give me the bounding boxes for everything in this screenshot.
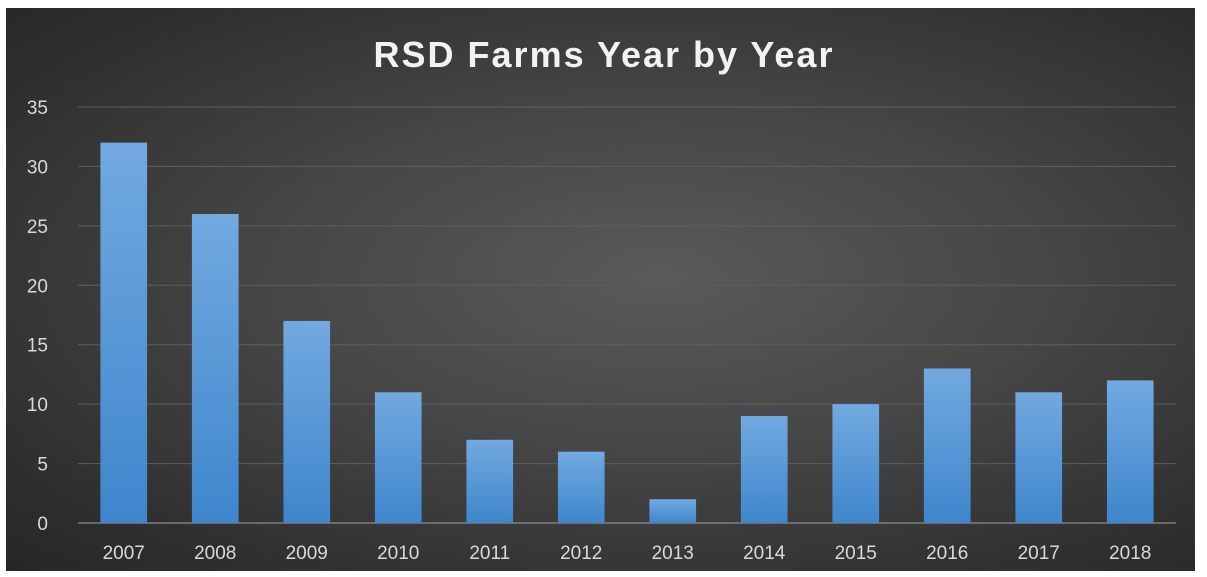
y-tick-label: 25 bbox=[27, 217, 48, 238]
x-tick-label: 2018 bbox=[1109, 543, 1151, 564]
y-axis-ticks: 0 5 10 15 20 25 30 35 bbox=[27, 98, 48, 535]
x-tick-label: 2013 bbox=[652, 543, 694, 564]
y-tick-label: 20 bbox=[27, 276, 48, 297]
bar-2016 bbox=[923, 368, 971, 523]
bar-2017 bbox=[1015, 392, 1063, 523]
bar-2009 bbox=[283, 320, 331, 523]
bar-2011 bbox=[466, 439, 514, 523]
x-tick-label: 2009 bbox=[286, 543, 328, 564]
y-tick-label: 15 bbox=[27, 336, 48, 357]
x-tick-label: 2011 bbox=[469, 543, 510, 564]
y-tick-label: 0 bbox=[37, 514, 48, 535]
gridlines bbox=[78, 106, 1176, 524]
bar-2015 bbox=[832, 404, 880, 523]
x-tick-label: 2014 bbox=[743, 543, 786, 564]
chart-title: RSD Farms Year by Year bbox=[374, 34, 835, 75]
bar-2008 bbox=[191, 213, 239, 523]
bar-2013 bbox=[649, 499, 697, 523]
x-axis-ticks: 2007 2008 2009 2010 2011 2012 2013 2014 2015 2016… bbox=[103, 543, 1152, 564]
bar-2010 bbox=[374, 392, 422, 523]
bar-2014 bbox=[740, 416, 788, 523]
y-tick-label: 5 bbox=[37, 455, 48, 476]
x-tick-label: 2007 bbox=[103, 543, 145, 564]
x-tick-label: 2010 bbox=[377, 543, 419, 564]
bar-2012 bbox=[557, 451, 605, 523]
x-tick-label: 2012 bbox=[560, 543, 602, 564]
x-tick-label: 2015 bbox=[835, 543, 877, 564]
x-tick-label: 2016 bbox=[926, 543, 968, 564]
x-tick-label: 2017 bbox=[1018, 543, 1060, 564]
bar-2018 bbox=[1106, 380, 1154, 523]
y-tick-label: 30 bbox=[27, 157, 48, 178]
y-tick-label: 35 bbox=[27, 98, 48, 119]
y-tick-label: 10 bbox=[27, 395, 48, 416]
x-tick-label: 2008 bbox=[194, 543, 236, 564]
bar-2007 bbox=[100, 142, 148, 523]
bars bbox=[100, 142, 1154, 523]
